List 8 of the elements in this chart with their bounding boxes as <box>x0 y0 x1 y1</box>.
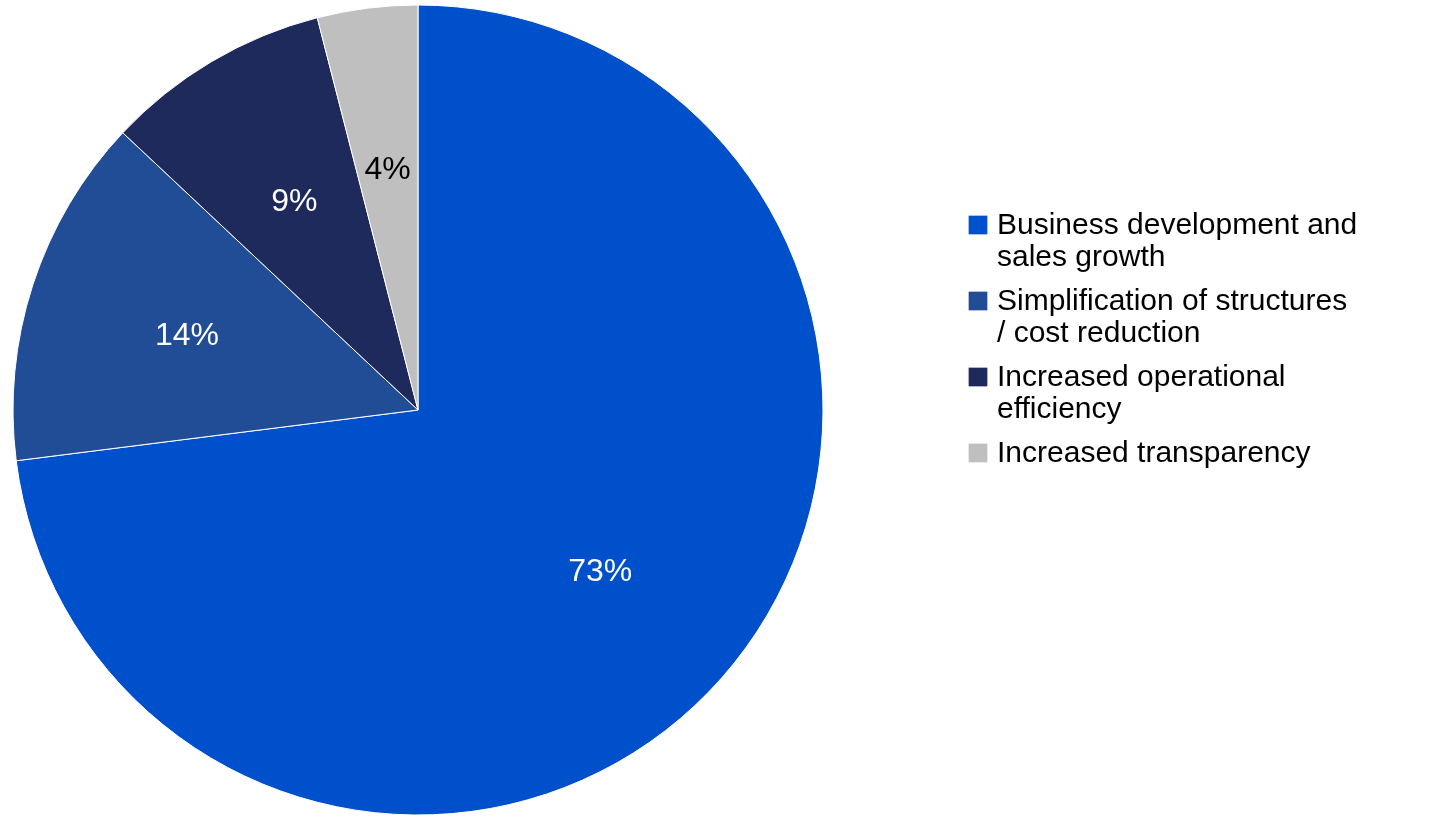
data-label: 14% <box>154 315 219 352</box>
data-label: 9% <box>271 181 318 218</box>
data-label: 73% <box>568 551 633 588</box>
data-label: 4% <box>364 149 411 186</box>
legend-label: Simplification of structures / cost reduction <box>997 283 1348 348</box>
legend-label: Increased operational efficiency <box>997 359 1286 424</box>
legend-label: Business development and sales growth <box>997 207 1358 272</box>
legend-label: Increased transparency <box>997 435 1311 468</box>
